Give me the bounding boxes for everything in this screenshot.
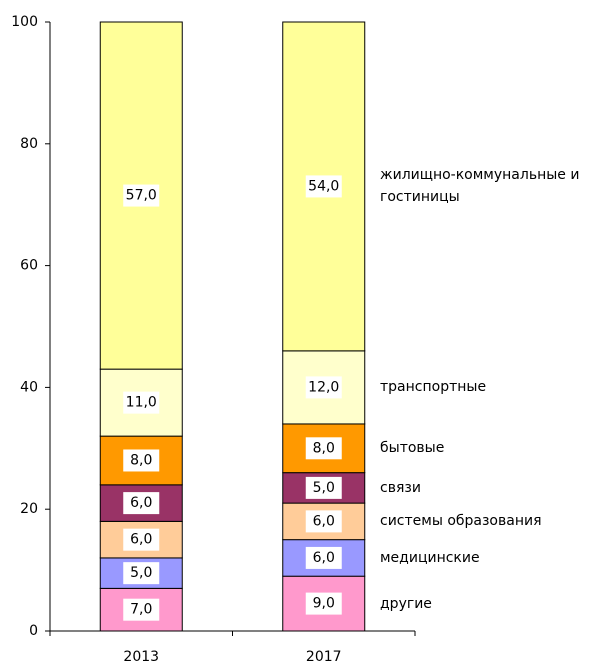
y-tick-label: 60: [20, 258, 38, 274]
value-label-box: [123, 391, 160, 414]
value-label-box: [123, 598, 160, 621]
x-tick-label: 2013: [123, 649, 159, 665]
x-tick-label: 2017: [306, 649, 342, 665]
legend-label: другие: [380, 595, 432, 612]
legend-label: жилищно-коммунальные и гостиницы: [380, 167, 580, 206]
value-label: 6,0: [313, 550, 335, 566]
legend-label: бытовые: [380, 440, 445, 457]
value-label-box: [305, 510, 342, 533]
value-label: 57,0: [126, 188, 157, 204]
value-label: 54,0: [308, 178, 339, 194]
legend-label: медицинские: [380, 549, 480, 566]
value-label-box: [123, 449, 160, 472]
y-tick-label: 100: [11, 14, 38, 30]
value-label: 7,0: [130, 602, 152, 618]
value-label-box: [123, 184, 160, 207]
value-label: 6,0: [130, 495, 152, 511]
legend-label: системы образования: [380, 513, 542, 530]
value-label: 11,0: [126, 395, 157, 411]
value-label-box: [305, 592, 342, 615]
value-label-box: [305, 437, 342, 460]
value-label-box: [305, 476, 342, 499]
y-tick-label: 0: [29, 623, 38, 639]
value-label-box: [305, 175, 342, 198]
value-label: 5,0: [130, 565, 152, 581]
value-label: 8,0: [130, 452, 152, 468]
value-label-box: [123, 562, 160, 585]
y-tick-label: 80: [20, 136, 38, 152]
y-tick-label: 20: [20, 501, 38, 517]
value-label-box: [305, 546, 342, 569]
legend-label: связи: [380, 479, 421, 496]
value-label-box: [123, 492, 160, 515]
value-label: 12,0: [308, 379, 339, 395]
value-label-box: [305, 376, 342, 399]
value-label: 9,0: [313, 596, 335, 612]
value-label: 8,0: [313, 440, 335, 456]
value-label: 6,0: [313, 513, 335, 529]
value-label: 5,0: [313, 480, 335, 496]
y-tick-label: 40: [20, 379, 38, 395]
value-label: 6,0: [130, 532, 152, 548]
legend-label: транспортные: [380, 379, 487, 396]
value-label-box: [123, 528, 160, 551]
